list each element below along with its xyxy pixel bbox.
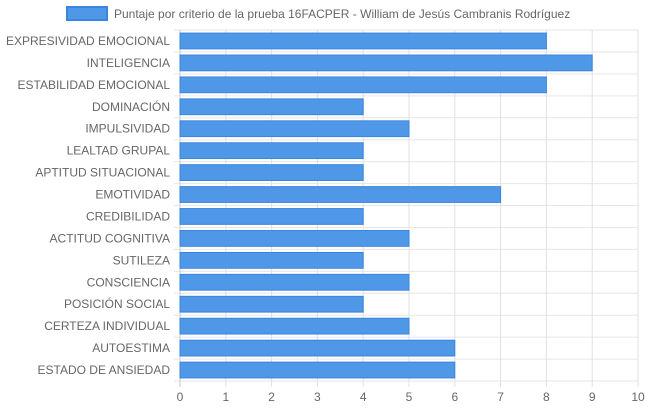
bars	[179, 32, 593, 379]
x-tick-label: 8	[543, 390, 550, 404]
category-label: POSICIÓN SOCIAL	[64, 296, 170, 311]
category-label: CERTEZA INDIVIDUAL	[44, 319, 170, 333]
category-label: INTELIGENCIA	[87, 56, 170, 70]
legend[interactable]: Puntaje por criterio de la prueba 16FACP…	[66, 6, 570, 21]
bar[interactable]	[179, 120, 410, 138]
x-tick-label: 7	[497, 390, 504, 404]
bar[interactable]	[179, 164, 364, 181]
x-tick-label: 3	[314, 390, 321, 404]
category-label: LEALTAD GRUPAL	[67, 144, 171, 158]
legend-label[interactable]: Puntaje por criterio de la prueba 16FACP…	[114, 7, 570, 21]
bar[interactable]	[179, 230, 410, 247]
category-label: ESTADO DE ANSIEDAD	[38, 363, 171, 377]
bar[interactable]	[179, 251, 364, 269]
bar[interactable]	[179, 295, 364, 313]
bar[interactable]	[179, 98, 364, 116]
bar[interactable]	[179, 54, 593, 72]
x-axis-tick-labels: 0 1 2 3 4 5 6 7 8 9 10	[177, 390, 645, 404]
x-tick-label: 0	[177, 390, 184, 404]
category-label: APTITUD SITUACIONAL	[35, 166, 170, 180]
x-tick-label: 10	[631, 390, 645, 404]
bar[interactable]	[179, 186, 502, 203]
category-label: CONSCIENCIA	[87, 275, 170, 289]
bar[interactable]	[179, 76, 547, 94]
category-label: EMOTIVIDAD	[95, 188, 170, 202]
category-label: ACTITUD COGNITIVA	[50, 231, 170, 245]
x-tick-label: 2	[268, 390, 275, 404]
legend-swatch[interactable]	[66, 6, 108, 21]
bar[interactable]	[179, 317, 410, 335]
bar[interactable]	[179, 32, 547, 50]
category-label: DOMINACIÓN	[92, 99, 170, 114]
bar[interactable]	[179, 273, 410, 291]
x-tick-label: 9	[589, 390, 596, 404]
category-label: CREDIBILIDAD	[86, 209, 170, 223]
x-tick-label: 1	[222, 390, 229, 404]
x-tick-label: 5	[406, 390, 413, 404]
category-label: EXPRESIVIDAD EMOCIONAL	[6, 34, 170, 48]
bar[interactable]	[179, 208, 364, 225]
bar[interactable]	[179, 142, 364, 160]
x-tick-label: 4	[360, 390, 367, 404]
x-tick-label: 6	[451, 390, 458, 404]
bar[interactable]	[179, 339, 456, 357]
category-label: AUTOESTIMA	[92, 341, 170, 355]
bar[interactable]	[179, 361, 456, 379]
category-label: ESTABILIDAD EMOCIONAL	[18, 78, 171, 92]
category-label: IMPULSIVIDAD	[85, 122, 170, 136]
category-labels: EXPRESIVIDAD EMOCIONAL INTELIGENCIA ESTABI…	[6, 34, 170, 377]
category-label: SUTILEZA	[113, 253, 170, 267]
